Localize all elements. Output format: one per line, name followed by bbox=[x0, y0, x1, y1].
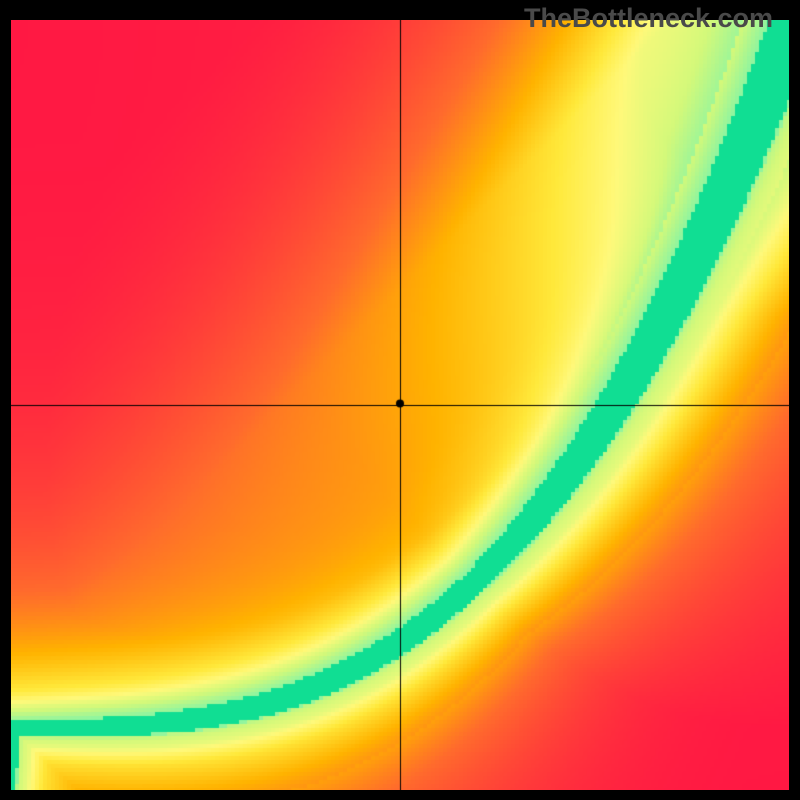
crosshair-overlay bbox=[11, 20, 789, 790]
watermark-text: TheBottleneck.com bbox=[524, 3, 773, 34]
chart-container: { "image": { "width": 800, "height": 800… bbox=[0, 0, 800, 800]
